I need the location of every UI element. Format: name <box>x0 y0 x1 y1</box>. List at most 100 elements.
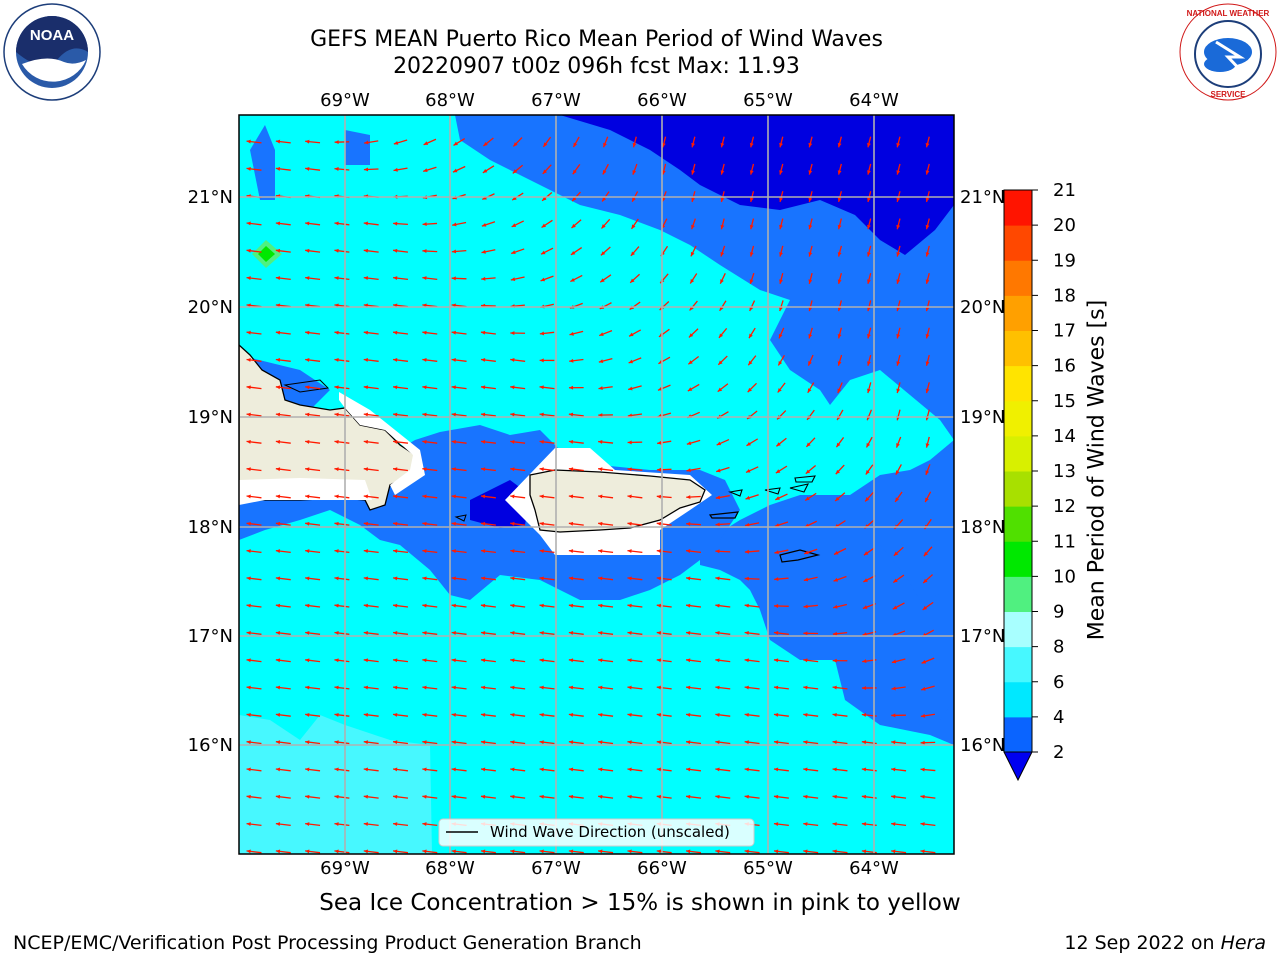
wind-arrow-head <box>334 849 339 854</box>
wind-arrow-head <box>832 712 837 717</box>
wind-arrow-head <box>480 467 486 472</box>
wind-arrow-head <box>480 767 486 772</box>
lat-label-left: 21°N <box>188 187 233 208</box>
wind-arrow-head <box>363 794 369 799</box>
wind-arrow-head <box>480 549 486 554</box>
wind-arrow-head <box>656 494 661 499</box>
wind-arrow-head <box>422 658 427 663</box>
map-subtitle-forecast: 20220907 t00z 096h fcst Max: 11.93 <box>393 54 800 79</box>
wind-arrow-head <box>363 276 369 281</box>
wind-arrow-head <box>275 767 281 772</box>
colorbar-band <box>1004 506 1032 542</box>
wind-arrow-head <box>451 549 456 554</box>
wind-arrow-head <box>630 278 635 283</box>
wind-arrow-head <box>246 658 251 663</box>
wind-arrow-head <box>541 223 547 228</box>
wind-arrow-head <box>803 849 808 854</box>
wind-arrow-head <box>774 550 779 555</box>
wind-arrow-head <box>334 276 339 281</box>
wind-arrow-head <box>744 685 749 690</box>
wind-arrow-head <box>598 549 603 554</box>
wind-arrow-head <box>720 142 725 148</box>
wind-arrow-head <box>865 470 870 475</box>
wind-arrow-head <box>513 142 518 147</box>
wind-arrow-head <box>569 358 574 363</box>
wind-arrow-head <box>896 197 901 202</box>
wind-arrow-head <box>773 767 779 772</box>
colorbar-tick-label: 8 <box>1053 637 1064 658</box>
lat-label-left: 16°N <box>188 735 233 756</box>
wind-arrow-head <box>510 549 515 554</box>
wind-arrow-head <box>773 822 779 827</box>
wind-arrow-head <box>920 740 925 745</box>
colorbar-label: Mean Period of Wind Waves [s] <box>1084 299 1110 641</box>
wind-arrow-head <box>925 334 930 339</box>
wind-arrow-head <box>334 494 339 499</box>
wind-arrow-head <box>631 224 636 229</box>
wind-arrow-head <box>837 361 842 366</box>
wind-arrow-head <box>896 334 901 339</box>
wind-arrow-head <box>690 251 695 257</box>
wind-arrow-head <box>275 794 281 799</box>
wind-arrow-head <box>805 496 810 501</box>
wind-arrow-head <box>837 197 842 202</box>
wind-arrow-head <box>656 521 662 526</box>
wind-arrow-head <box>305 767 310 772</box>
wind-arrow-head <box>601 224 606 229</box>
lon-label-bottom: 69°W <box>320 858 370 879</box>
wind-arrow-head <box>867 142 871 148</box>
wind-arrow-head <box>451 439 456 444</box>
wind-arrow-head <box>539 331 545 336</box>
wind-arrow-head <box>686 685 691 690</box>
wind-arrow-head <box>363 521 369 526</box>
wind-arrow-head <box>656 576 662 581</box>
wind-arrow-head <box>832 740 837 745</box>
wind-arrow-head <box>568 385 574 390</box>
wind-arrow-head <box>393 358 398 362</box>
wind-arrow-head <box>749 197 754 202</box>
wind-arrow-head <box>480 330 486 335</box>
wind-arrow-head <box>867 306 871 312</box>
wind-arrow-head <box>744 631 749 635</box>
wind-arrow-head <box>749 224 754 230</box>
wind-arrow-head <box>305 248 310 253</box>
wind-arrow-head <box>896 252 901 257</box>
wind-arrow-head <box>246 849 251 854</box>
wind-arrow-head <box>720 170 725 175</box>
wind-arrow-head <box>305 439 310 444</box>
wind-arrow-head <box>925 470 930 475</box>
lat-label-left: 17°N <box>188 626 233 647</box>
colorbar-band <box>1004 646 1032 683</box>
wind-arrow-head <box>744 767 749 772</box>
wind-arrow-head <box>832 767 837 772</box>
wind-arrow-head <box>748 360 753 366</box>
wind-arrow-head <box>891 822 896 827</box>
colorbar-tick-label: 2 <box>1053 742 1064 763</box>
wind-arrow-head <box>777 388 782 393</box>
colorbar-band <box>1004 681 1032 718</box>
wind-arrow-head <box>867 252 871 257</box>
wind-arrow-head <box>539 385 544 390</box>
wind-arrow-head <box>896 224 901 230</box>
wind-arrow-head <box>480 439 486 444</box>
wind-arrow-head <box>510 412 515 417</box>
wind-arrow-head <box>803 604 808 609</box>
wind-arrow-head <box>363 330 369 335</box>
wind-arrow-head <box>691 224 695 230</box>
wind-arrow-head <box>422 576 427 581</box>
wind-arrow-head <box>452 222 457 227</box>
wind-arrow-head <box>422 712 427 717</box>
wind-arrow-head <box>837 334 842 339</box>
wind-arrow-head <box>246 494 251 499</box>
wind-arrow-head <box>480 412 486 417</box>
wind-arrow-head <box>422 276 427 281</box>
wind-arrow-head <box>393 412 398 417</box>
wind-arrow-head <box>393 685 398 690</box>
lat-label-left: 18°N <box>188 517 233 538</box>
wind-arrow-head <box>745 522 750 527</box>
wind-arrow-head <box>422 631 427 635</box>
wind-arrow-head <box>423 168 428 173</box>
wind-arrow-head <box>837 142 842 148</box>
wind-arrow-head <box>867 170 871 175</box>
